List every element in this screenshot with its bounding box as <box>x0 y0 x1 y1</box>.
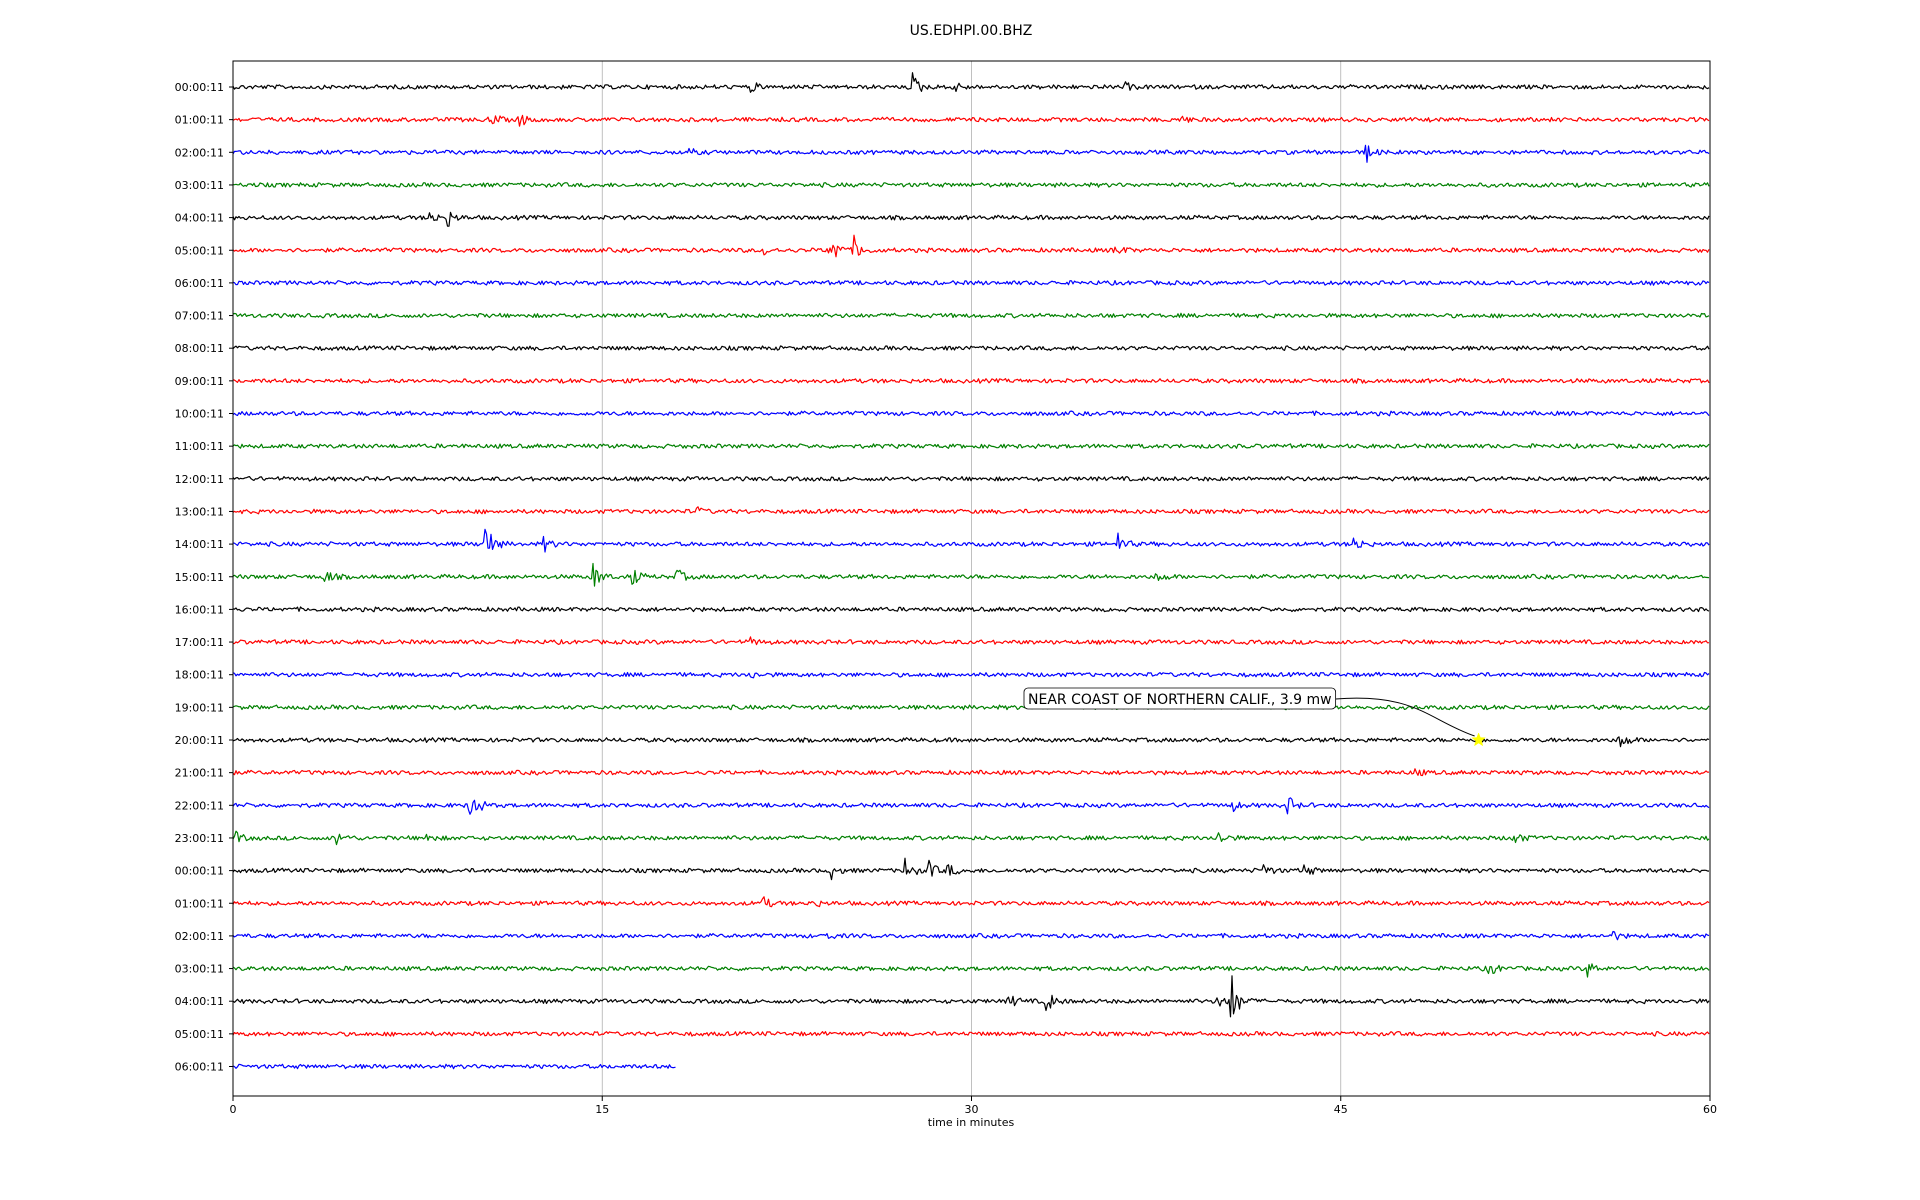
y-tick-label: 22:00:11 <box>175 799 224 812</box>
y-tick-label: 10:00:11 <box>175 408 224 421</box>
trace-line <box>232 830 1710 846</box>
y-tick-label: 20:00:11 <box>175 734 224 747</box>
trace-line <box>232 312 1710 319</box>
y-tick-label: 15:00:11 <box>175 571 224 584</box>
annotation-text: NEAR COAST OF NORTHERN CALIF., 3.9 mw <box>1028 692 1332 708</box>
y-tick-label: 00:00:11 <box>175 865 224 878</box>
trace-line <box>232 857 1710 881</box>
y-tick-label: 09:00:11 <box>175 375 224 388</box>
y-tick-label: 05:00:11 <box>175 1028 224 1041</box>
trace-line <box>232 144 1710 163</box>
trace-line <box>233 182 1710 188</box>
y-tick-label: 19:00:11 <box>175 701 224 714</box>
annotation-layer: NEAR COAST OF NORTHERN CALIF., 3.9 mw <box>1023 687 1486 747</box>
trace-line <box>232 797 1710 815</box>
y-tick-label: 00:00:11 <box>175 81 224 94</box>
traces <box>232 72 1710 1070</box>
y-tick-label: 21:00:11 <box>175 767 224 780</box>
event-star-marker <box>1471 732 1486 747</box>
trace-line <box>232 963 1710 978</box>
y-tick-label: 01:00:11 <box>175 114 224 127</box>
trace-line <box>232 506 1710 515</box>
trace-line <box>232 211 1710 227</box>
y-tick-label: 04:00:11 <box>175 212 224 225</box>
y-tick-label: 02:00:11 <box>175 930 224 943</box>
chart-title: US.EDHPI.00.BHZ <box>910 23 1033 39</box>
y-tick-label: 23:00:11 <box>175 832 224 845</box>
trace-line <box>232 736 1710 748</box>
x-tick-label: 15 <box>595 1103 609 1116</box>
y-tick-label: 17:00:11 <box>175 636 224 649</box>
y-tick-label: 13:00:11 <box>175 505 224 518</box>
trace-line <box>232 377 1710 384</box>
trace-line <box>232 704 1710 711</box>
x-tick-label: 0 <box>230 1103 237 1116</box>
y-tick-label: 05:00:11 <box>175 244 224 257</box>
trace-line <box>232 345 1710 352</box>
grid-lines <box>601 61 1342 1096</box>
trace-line <box>232 768 1710 777</box>
trace-line <box>232 443 1710 450</box>
y-tick-label: 01:00:11 <box>175 897 224 910</box>
y-tick-label: 18:00:11 <box>175 669 224 682</box>
trace-line <box>232 606 1710 613</box>
trace-line <box>232 671 1710 679</box>
y-tick-label: 04:00:11 <box>175 995 224 1008</box>
trace-line <box>232 280 1710 286</box>
trace-line <box>232 72 1710 93</box>
trace-line <box>232 410 1710 417</box>
trace-line <box>232 528 1710 553</box>
y-tick-label: 14:00:11 <box>175 538 224 551</box>
x-axis-label: time in minutes <box>928 1116 1015 1129</box>
x-tick-label: 45 <box>1334 1103 1348 1116</box>
trace-line <box>232 562 1710 587</box>
annotation-arrow <box>1335 697 1475 737</box>
trace-line <box>232 114 1710 127</box>
y-tick-label: 08:00:11 <box>175 342 224 355</box>
y-tick-label: 06:00:11 <box>175 1061 224 1074</box>
trace-line <box>233 636 1710 646</box>
y-tick-label: 03:00:11 <box>175 963 224 976</box>
trace-line <box>232 476 1710 482</box>
y-tick-label: 03:00:11 <box>175 179 224 192</box>
trace-line <box>232 1030 1710 1037</box>
trace-line <box>232 234 1710 258</box>
trace-line <box>232 896 1710 908</box>
trace-line <box>232 930 1710 941</box>
y-tick-label: 06:00:11 <box>175 277 224 290</box>
x-tick-label: 60 <box>1703 1103 1717 1116</box>
trace-line <box>232 1063 676 1070</box>
x-axis: 0 15 30 45 60 <box>230 1096 1717 1116</box>
y-tick-label: 11:00:11 <box>175 440 224 453</box>
y-tick-label: 07:00:11 <box>175 310 224 323</box>
y-tick-label: 02:00:11 <box>175 146 224 159</box>
y-tick-label: 16:00:11 <box>175 603 224 616</box>
y-tick-labels: 00:00:11 01:00:11 02:00:11 03:00:11 04:00:11… <box>175 81 233 1074</box>
trace-line <box>232 975 1710 1018</box>
x-tick-label: 30 <box>965 1103 979 1116</box>
y-tick-label: 12:00:11 <box>175 473 224 486</box>
